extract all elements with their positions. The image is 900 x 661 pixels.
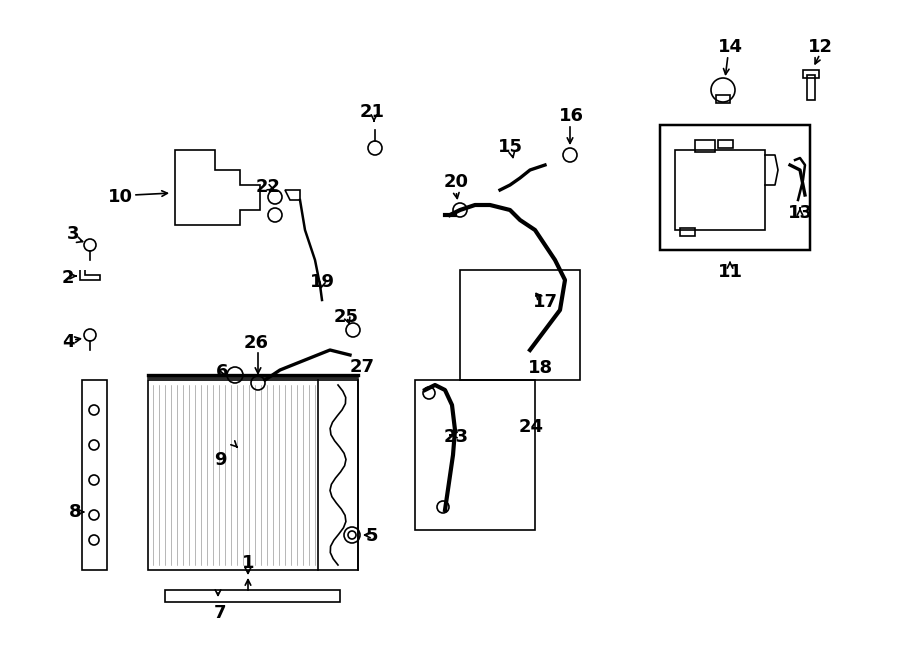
Bar bbox=[165, 590, 340, 602]
Text: 11: 11 bbox=[717, 263, 742, 281]
Text: 25: 25 bbox=[334, 308, 358, 326]
Text: 15: 15 bbox=[498, 138, 523, 156]
Bar bbox=[718, 140, 733, 148]
Bar bbox=[82, 380, 107, 570]
Bar bbox=[415, 380, 535, 530]
Text: 7: 7 bbox=[214, 604, 226, 622]
Bar bbox=[716, 95, 730, 103]
Text: 22: 22 bbox=[256, 178, 281, 196]
Text: 17: 17 bbox=[533, 293, 557, 311]
Bar bbox=[807, 75, 815, 100]
Text: 4: 4 bbox=[62, 333, 74, 351]
Text: 6: 6 bbox=[216, 363, 229, 381]
Text: 1: 1 bbox=[242, 554, 254, 572]
Bar bbox=[660, 125, 810, 250]
Text: 23: 23 bbox=[444, 428, 469, 446]
Text: 9: 9 bbox=[214, 451, 226, 469]
Text: 2: 2 bbox=[62, 269, 74, 287]
Bar bbox=[680, 228, 695, 236]
Bar bbox=[460, 270, 580, 380]
Bar bbox=[695, 140, 715, 152]
Bar bbox=[675, 150, 765, 230]
Text: 14: 14 bbox=[717, 38, 742, 56]
Text: 26: 26 bbox=[244, 334, 268, 352]
Bar bbox=[803, 70, 819, 78]
Text: 5: 5 bbox=[365, 527, 378, 545]
Text: 12: 12 bbox=[807, 38, 833, 56]
Text: 19: 19 bbox=[310, 273, 335, 291]
Text: 8: 8 bbox=[68, 503, 81, 521]
Text: 10: 10 bbox=[107, 188, 132, 206]
Text: 27: 27 bbox=[349, 358, 374, 376]
Text: 16: 16 bbox=[559, 107, 583, 125]
Text: 13: 13 bbox=[788, 204, 813, 222]
Text: 18: 18 bbox=[528, 359, 554, 377]
Text: 24: 24 bbox=[518, 418, 544, 436]
Text: 21: 21 bbox=[359, 103, 384, 121]
Text: 20: 20 bbox=[444, 173, 469, 191]
Bar bbox=[148, 380, 358, 570]
Text: 3: 3 bbox=[67, 225, 79, 243]
